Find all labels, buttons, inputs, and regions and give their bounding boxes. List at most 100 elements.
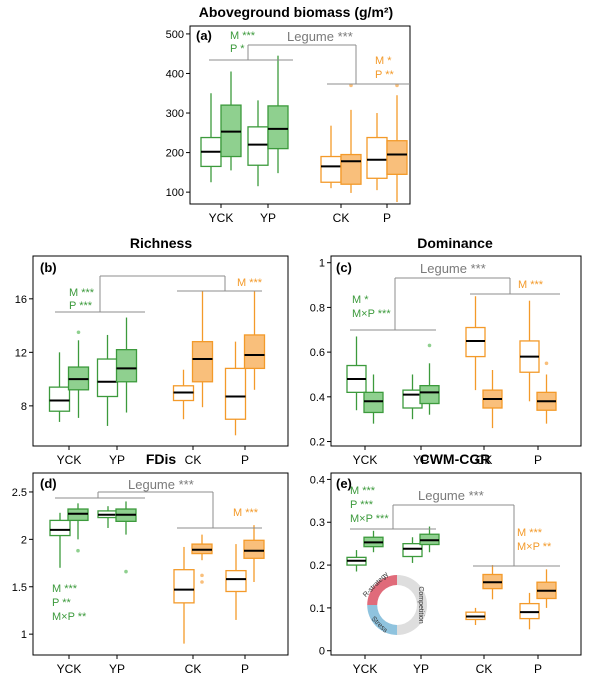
box-open (465, 296, 486, 391)
panel-e-x-axis: YCK YP CK P (353, 655, 542, 676)
box-open (465, 607, 486, 626)
panel-e-green-ann-1: M *** (350, 485, 376, 497)
panel-d: FDis (d) 1 1.5 2 2.5 YCK YP CK P Legume *** M … (12, 451, 289, 676)
xtick-label: CK (476, 453, 493, 467)
ytick-label: 0.4 (310, 392, 325, 404)
panel-c-green-ann-2: M×P *** (352, 308, 391, 320)
box-filled (220, 71, 242, 171)
panel-b-x-axis: YCK YP CK P (57, 446, 249, 467)
ytick-label: 16 (15, 294, 27, 306)
box-filled (482, 370, 503, 429)
panel-c-y-axis: 0.2 0.4 0.6 0.8 1 (310, 258, 331, 449)
box-filled (67, 330, 90, 418)
panel-c-brackets (350, 277, 560, 331)
panel-b-title: Richness (130, 235, 192, 251)
xtick-label: YP (260, 211, 276, 225)
box-filled (191, 290, 214, 408)
ring-segment-s (367, 605, 397, 635)
panel-c-frame (330, 255, 582, 447)
box-open (402, 537, 423, 563)
panel-a-green-ann-1: M *** (230, 30, 256, 42)
outlier-point (200, 580, 204, 584)
xtick-label: YCK (57, 453, 82, 467)
ytick-label: 0.8 (310, 302, 325, 314)
panel-c-x-axis: YCK YP CK P (353, 446, 542, 467)
xtick-label: YP (109, 662, 125, 676)
panel-c-label: (c) (336, 260, 352, 275)
box-filled (243, 290, 266, 390)
panel-d-orange-ann-1: M *** (233, 507, 259, 519)
outlier-point (124, 569, 128, 574)
xtick-label: YCK (353, 453, 378, 467)
ytick-label: 12 (15, 347, 27, 359)
xtick-label: YCK (209, 211, 234, 225)
xtick-label: P (241, 453, 249, 467)
panel-d-label: (d) (40, 476, 57, 491)
box-filled (267, 55, 289, 174)
panel-a-orange-ann-1: M * (375, 55, 392, 67)
panel-c-legume-label: Legume *** (420, 261, 486, 276)
panel-e-brackets (350, 504, 560, 567)
panel-e: CWM-CGR (e) 0 0.1 0.2 0.3 0.4 YCK YP CK P Legum… (310, 451, 582, 676)
xtick-label: YP (109, 453, 125, 467)
box-filled (482, 565, 503, 600)
box-open (519, 300, 540, 402)
panel-a-boxes (200, 55, 408, 203)
box-open (200, 93, 222, 183)
panel-c-orange-ann-1: M *** (518, 279, 544, 291)
panel-a-orange-ann-2: P ** (375, 69, 394, 81)
xtick-label: P (534, 662, 542, 676)
box-open (402, 374, 423, 420)
xtick-label: CK (185, 453, 202, 467)
ytick-label: 0 (319, 646, 325, 658)
box-filled (536, 361, 557, 424)
box-open (49, 512, 71, 568)
xtick-label: YCK (353, 662, 378, 676)
panel-e-title: CWM-CGR (420, 451, 491, 467)
box-filled (419, 526, 440, 553)
panel-d-frame (32, 472, 289, 656)
ytick-label: 0.2 (310, 560, 325, 572)
panel-e-orange-ann-2: M×P ** (517, 541, 552, 553)
panel-d-boxes (49, 501, 265, 644)
box-filled (191, 534, 213, 584)
panel-e-y-axis: 0 0.1 0.2 0.3 0.4 (310, 474, 331, 658)
ytick-label: 500 (166, 29, 184, 41)
panel-b-frame (32, 255, 289, 447)
ytick-label: 0.3 (310, 517, 325, 529)
panel-d-brackets (55, 491, 262, 529)
box-open (320, 125, 342, 189)
panel-c-green-ann-1: M * (352, 294, 369, 306)
ytick-label: 200 (166, 148, 184, 160)
outlier-point (200, 573, 204, 578)
panel-e-orange-ann-1: M *** (517, 527, 543, 539)
outlier-point (76, 548, 80, 553)
panel-e-legume-label: Legume *** (418, 488, 484, 503)
panel-e-boxes (346, 526, 557, 630)
box-open (225, 544, 247, 620)
ytick-label: 2 (21, 534, 27, 546)
ytick-label: 1.5 (12, 582, 27, 594)
ytick-label: 0.1 (310, 603, 325, 615)
ytick-label: 1 (21, 629, 27, 641)
panel-a-legume-label: Legume *** (287, 29, 353, 44)
panel-a: Aboveground biomass (g/m²) (a) 100 200 300… (166, 4, 411, 225)
box-filled (363, 530, 384, 553)
xtick-label: YCK (57, 662, 82, 676)
ytick-label: 0.6 (310, 347, 325, 359)
box-open (224, 341, 247, 436)
box-open (97, 506, 119, 528)
xtick-label: P (534, 453, 542, 467)
box-open (96, 334, 119, 426)
panel-b-green-ann-2: P *** (69, 300, 93, 312)
box-open (172, 369, 195, 420)
xtick-label: CK (333, 211, 350, 225)
panel-a-frame (189, 25, 411, 205)
ring-label-c: Competition (417, 586, 424, 623)
panel-e-frame (330, 472, 582, 656)
panel-c-boxes (346, 296, 557, 429)
panel-c: Dominance (c) 0.2 0.4 0.6 0.8 1 YCK YP CK P Leg… (310, 235, 582, 467)
panel-d-legume-label: Legume *** (128, 477, 194, 492)
